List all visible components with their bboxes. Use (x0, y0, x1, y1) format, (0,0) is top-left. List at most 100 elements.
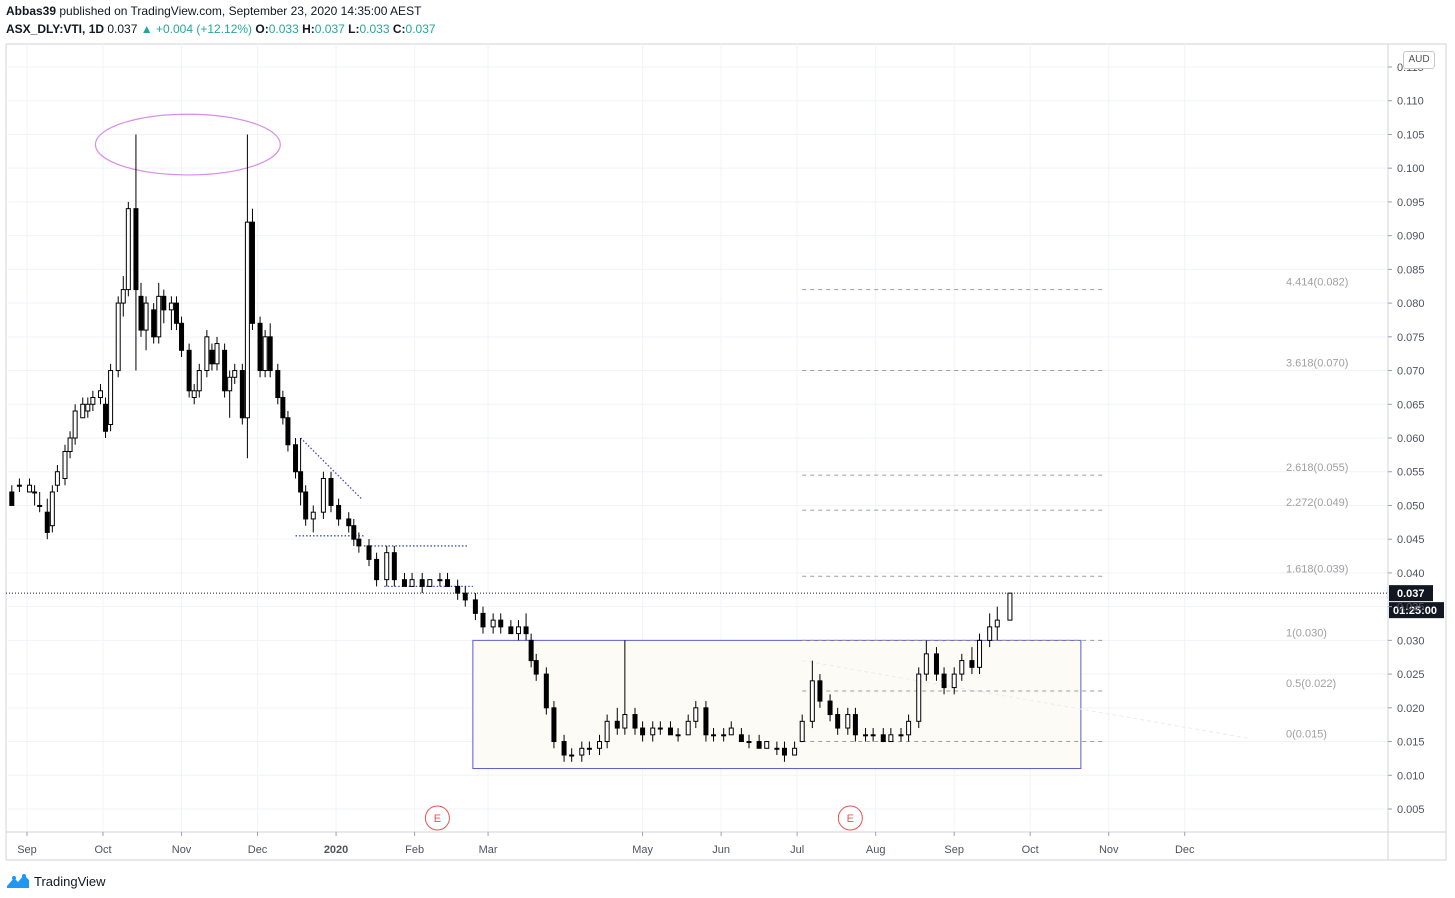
candle-body-up (515, 626, 521, 635)
candle-body-up (204, 336, 210, 372)
candle (480, 606, 486, 634)
candle-body-down (103, 403, 109, 432)
tradingview-brand-text[interactable]: TradingView (34, 873, 106, 889)
candle-body-down (336, 504, 342, 520)
candle-body-down (667, 727, 673, 736)
candle-body-down (551, 707, 557, 743)
footer-brand: TradingView (6, 870, 106, 892)
candle (227, 370, 233, 418)
candle (703, 701, 709, 742)
candle-body-up (72, 410, 78, 439)
candle (336, 498, 342, 526)
candle (298, 438, 304, 506)
candle (244, 134, 250, 459)
candle (835, 707, 841, 735)
candle (257, 316, 263, 378)
candle (515, 620, 521, 641)
candle (738, 728, 744, 743)
candle-body-up (54, 471, 60, 486)
candle (280, 390, 286, 425)
candle-body-down (249, 221, 255, 324)
candle (809, 660, 815, 729)
change-arrow-icon: ▲ (140, 22, 153, 36)
earnings-marker-circle (424, 805, 450, 831)
candle-body-up (156, 295, 162, 338)
countdown-bg (1389, 602, 1444, 619)
y-tick-label: 0.005 (1397, 804, 1425, 816)
high-value: 0.037 (314, 22, 345, 36)
candle-body-down (9, 491, 15, 506)
y-tick-label: 0.105 (1397, 129, 1425, 141)
candle-body-down (267, 336, 273, 372)
candle-body-down (543, 673, 549, 709)
fib-level-label: 4.414(0.082) (1286, 277, 1348, 289)
candle-body-down (703, 707, 709, 736)
candle (120, 276, 126, 317)
candle (533, 653, 539, 681)
candle (614, 707, 620, 735)
candle (870, 728, 876, 742)
chart-header: Abbas39 published on TradingView.com, Se… (6, 4, 1446, 40)
candle-body-up (728, 727, 734, 736)
y-tick-label: 0.050 (1397, 500, 1425, 512)
candle (888, 728, 894, 743)
close-label: C: (392, 22, 406, 36)
tradingview-logo-icon[interactable] (6, 873, 30, 889)
candle-body-down (133, 208, 139, 291)
candle (880, 728, 886, 743)
candle-body-up (143, 302, 149, 331)
y-tick-label: 0.030 (1397, 635, 1425, 647)
candle (374, 552, 380, 587)
candle-body-up (888, 734, 894, 743)
y-tick-label: 0.020 (1397, 703, 1425, 715)
countdown-label: 01:25:00 (1393, 605, 1437, 617)
candle-body-up (16, 484, 22, 487)
candle-body-up (490, 619, 496, 628)
candle (622, 640, 628, 735)
candle (27, 478, 33, 493)
candles (9, 134, 1013, 762)
open-value: 0.033 (268, 22, 299, 36)
fib-level-label: 3.618(0.070) (1286, 358, 1348, 370)
candle-body-down (328, 477, 334, 506)
y-tick-label: 0.095 (1397, 197, 1425, 209)
candle (604, 714, 610, 749)
candle (37, 491, 43, 513)
candle (657, 721, 663, 735)
symbol-label[interactable]: ASX_DLY:VTI, 1D (6, 22, 105, 36)
candle (196, 363, 202, 398)
y-tick-label: 0.075 (1397, 332, 1425, 344)
candle (799, 714, 805, 743)
currency-badge[interactable]: AUD (1403, 51, 1435, 69)
candle-body-down (498, 619, 504, 628)
candle-body-down (533, 660, 539, 675)
x-tick-label: Aug (866, 844, 886, 856)
y-axis[interactable]: 0.1150.1100.1050.1000.0950.0900.0850.080… (1387, 44, 1425, 860)
candle-body-up (959, 660, 965, 675)
candle (108, 363, 114, 432)
earnings-marker-circle (837, 805, 863, 831)
candle-body-down (161, 295, 167, 311)
candle-body-up (597, 741, 603, 749)
candle (156, 282, 162, 344)
candle (711, 728, 717, 742)
candle (419, 572, 425, 594)
candle (80, 397, 86, 419)
candle (427, 579, 433, 587)
x-axis[interactable]: Sep Oct Nov Dec 2020 Feb Mar May Jun Jul Aug Sep Oct… (6, 831, 1446, 856)
candle (320, 471, 326, 519)
candle (528, 633, 534, 668)
y-tick-label: 0.040 (1397, 568, 1425, 580)
candle-body-down (756, 741, 762, 749)
candle-body-up (1007, 592, 1013, 621)
candle (498, 613, 504, 634)
candle-body-up (799, 720, 805, 743)
candle-body-up (191, 390, 197, 399)
author-name[interactable]: Abbas39 (6, 4, 57, 18)
candle-body-up (579, 747, 585, 756)
earnings-marker-label: E (847, 813, 854, 825)
candle (67, 431, 73, 459)
x-tick-label: Oct (1022, 844, 1039, 856)
candle (138, 282, 144, 337)
